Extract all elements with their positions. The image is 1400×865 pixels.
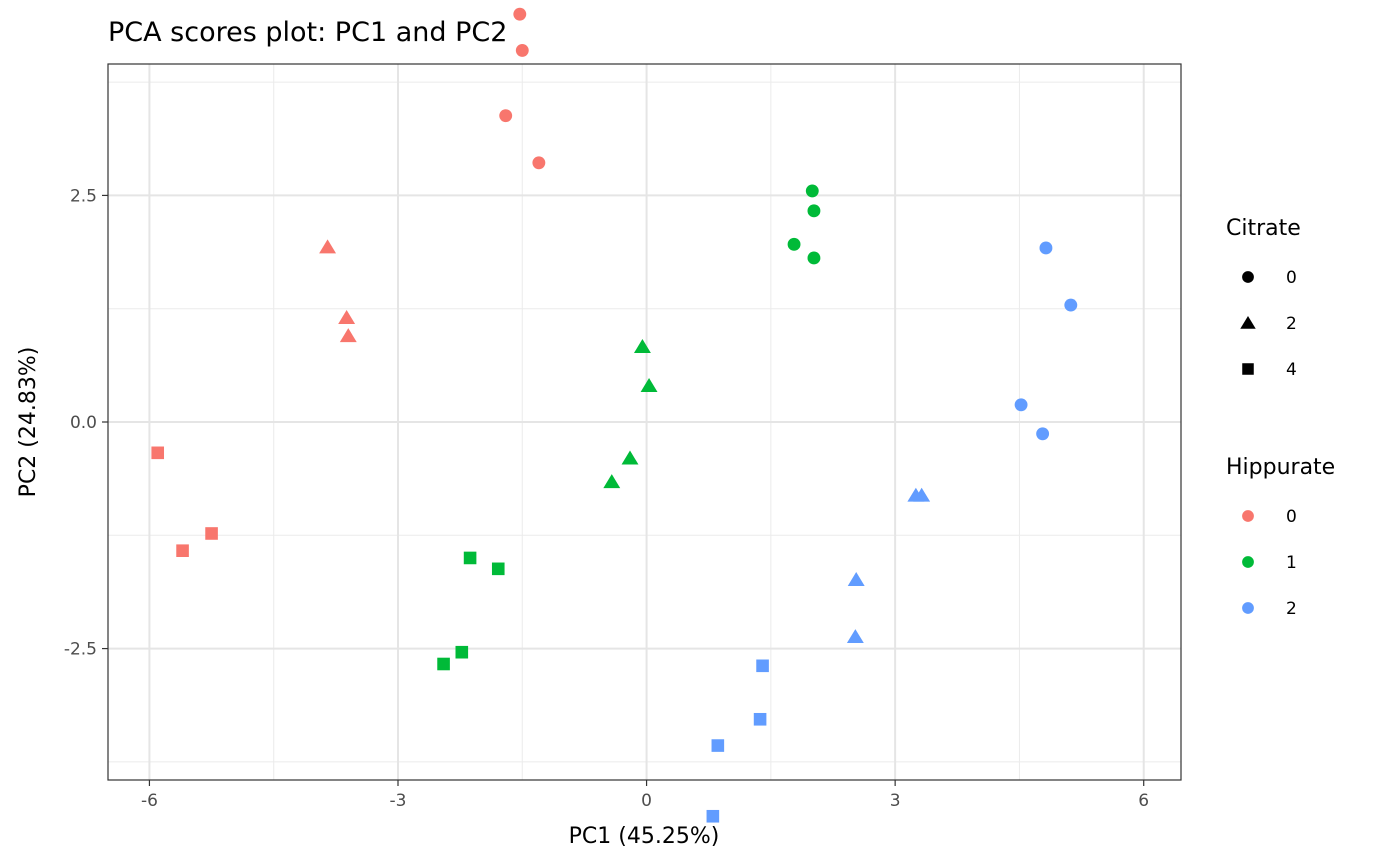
legend-label: 4 <box>1286 360 1297 380</box>
data-points <box>151 7 1078 823</box>
data-point <box>1039 241 1053 255</box>
x-tick-label: 3 <box>890 791 901 811</box>
data-point <box>1014 398 1028 412</box>
data-point <box>847 571 865 586</box>
data-point <box>846 629 864 644</box>
data-point <box>319 239 337 254</box>
y-tick-label: -2.5 <box>64 640 97 660</box>
x-tick-label: 6 <box>1138 791 1149 811</box>
x-tick-label: -6 <box>141 791 158 811</box>
legend-key <box>1242 556 1254 568</box>
data-point <box>176 544 189 557</box>
x-tick-label: 0 <box>641 791 652 811</box>
legend-label: 0 <box>1286 268 1297 288</box>
data-point <box>706 809 720 823</box>
grid-lines <box>108 64 1181 780</box>
data-point <box>1036 427 1050 441</box>
legend-label: 2 <box>1286 314 1297 334</box>
x-axis-title: PC1 (45.25%) <box>569 824 720 849</box>
data-point <box>515 43 529 57</box>
data-point <box>455 645 469 659</box>
data-point <box>491 562 505 576</box>
legend-label: 1 <box>1286 553 1297 573</box>
legend-key <box>1242 602 1254 614</box>
data-point <box>151 446 165 460</box>
y-tick-label: 2.5 <box>70 186 97 206</box>
data-point <box>339 328 357 343</box>
legend-title: Citrate <box>1226 216 1301 241</box>
data-point <box>807 204 821 218</box>
y-tick-label: 0.0 <box>70 413 97 433</box>
data-point <box>463 551 477 565</box>
data-point <box>437 657 450 671</box>
data-point <box>633 339 651 354</box>
data-point <box>756 659 769 673</box>
data-point <box>711 739 725 752</box>
legend: Citrate 0 2 4 Hippurate 0 1 2 <box>1226 216 1335 619</box>
data-point <box>913 487 931 502</box>
legend-label: 2 <box>1286 599 1297 619</box>
y-axis-title: PC2 (24.83%) <box>16 347 41 498</box>
chart-title: PCA scores plot: PC1 and PC2 <box>108 17 507 48</box>
x-tick-label: -3 <box>390 791 407 811</box>
data-point <box>499 109 513 123</box>
legend-key <box>1242 363 1254 375</box>
legend-key <box>1240 315 1256 329</box>
data-point <box>805 184 819 198</box>
legend-key <box>1242 271 1254 283</box>
legend-label: 0 <box>1286 507 1297 527</box>
data-point <box>1064 298 1078 312</box>
data-point <box>532 156 546 170</box>
data-point <box>640 378 658 392</box>
data-point <box>787 237 801 251</box>
data-point <box>603 474 621 489</box>
data-point <box>807 251 821 265</box>
data-point <box>338 310 356 325</box>
data-point <box>753 712 767 726</box>
legend-key <box>1242 510 1254 522</box>
data-point <box>513 7 527 21</box>
legend-title: Hippurate <box>1226 455 1335 480</box>
data-point <box>205 527 218 540</box>
x-axis: -6 -3 0 3 6 <box>141 780 1149 811</box>
data-point <box>621 450 639 465</box>
y-axis: -2.5 0.0 2.5 <box>64 186 108 660</box>
